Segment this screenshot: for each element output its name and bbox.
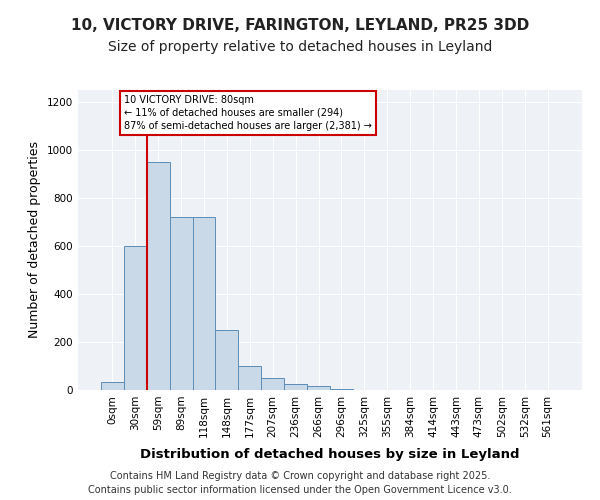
Bar bbox=[238, 366, 261, 390]
Bar bbox=[147, 162, 170, 390]
Text: 10, VICTORY DRIVE, FARINGTON, LEYLAND, PR25 3DD: 10, VICTORY DRIVE, FARINGTON, LEYLAND, P… bbox=[71, 18, 529, 32]
X-axis label: Distribution of detached houses by size in Leyland: Distribution of detached houses by size … bbox=[140, 448, 520, 461]
Bar bbox=[307, 386, 330, 390]
Bar bbox=[101, 382, 124, 390]
Y-axis label: Number of detached properties: Number of detached properties bbox=[28, 142, 41, 338]
Bar bbox=[170, 217, 193, 390]
Text: Contains HM Land Registry data © Crown copyright and database right 2025.
Contai: Contains HM Land Registry data © Crown c… bbox=[88, 471, 512, 495]
Text: Size of property relative to detached houses in Leyland: Size of property relative to detached ho… bbox=[108, 40, 492, 54]
Bar bbox=[215, 330, 238, 390]
Bar bbox=[124, 246, 147, 390]
Text: 10 VICTORY DRIVE: 80sqm
← 11% of detached houses are smaller (294)
87% of semi-d: 10 VICTORY DRIVE: 80sqm ← 11% of detache… bbox=[124, 95, 371, 131]
Bar bbox=[284, 384, 307, 390]
Bar bbox=[193, 217, 215, 390]
Bar bbox=[330, 389, 353, 390]
Bar bbox=[261, 378, 284, 390]
